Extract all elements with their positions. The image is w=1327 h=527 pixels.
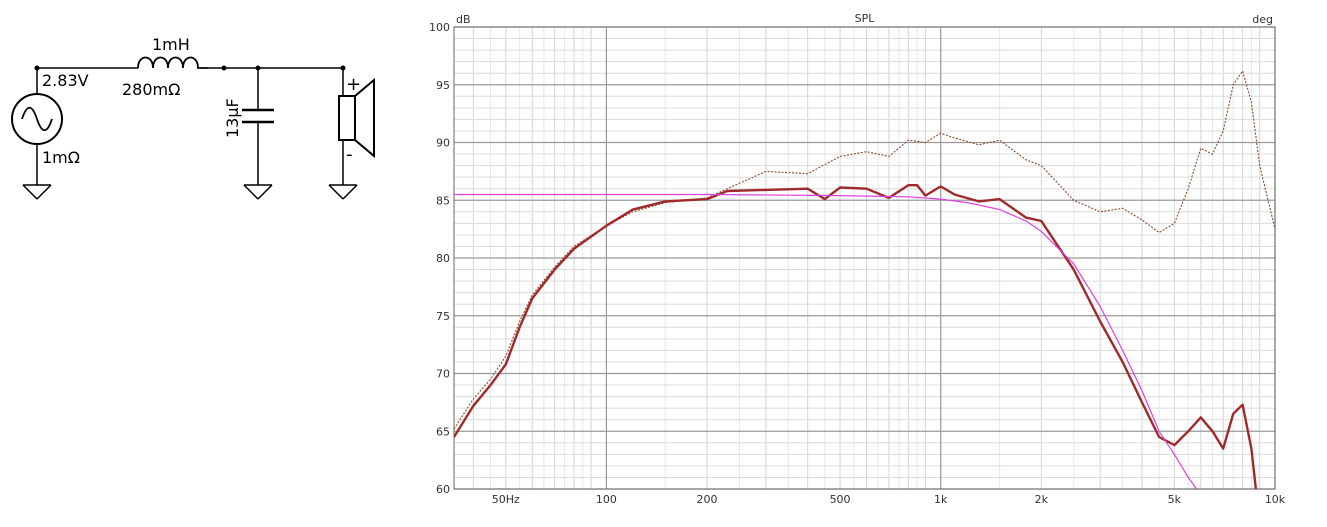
inductor-resistance-label: 280mΩ [122,80,180,99]
inductor-icon [137,56,208,69]
y-tick-label: 60 [436,483,450,496]
plot-frame [453,26,1276,490]
chart-title: SPL [855,12,876,25]
x-tick-label: 10k [1265,493,1286,506]
series-line-1 [454,70,1275,430]
y-tick-labels: 100 95 90 85 80 75 70 65 60 [429,21,450,496]
speaker-plus-label: + [346,74,361,95]
x-tick-label: 200 [697,493,718,506]
speaker-minus-label: - [346,144,353,165]
ac-source-icon [11,68,63,185]
x-tick-labels: 50Hz 100 200 500 1k 2k 5k 10k [492,493,1286,506]
y-tick-label: 90 [436,137,450,150]
series-layer [454,70,1275,489]
y-tick-label: 65 [436,425,450,438]
y2-axis-label: deg [1252,13,1273,26]
ground-icon [243,184,273,200]
series-line-3 [454,193,1198,489]
minor-grid [454,27,1275,489]
ground-icon [328,184,358,200]
y-tick-label: 100 [429,21,450,34]
speaker-icon [338,68,375,185]
y-axis-label: dB [456,13,471,26]
capacitor-value-label: 13µF [223,98,242,138]
inductor-value-label: 1mH [152,35,190,54]
crossover-schematic: 2.83V 1mΩ 1mH 280mΩ 13µF + - [11,35,375,200]
y-tick-label: 75 [436,310,450,323]
x-tick-label: 50Hz [492,493,520,506]
x-tick-label: 5k [1168,493,1182,506]
x-tick-label: 500 [830,493,851,506]
x-tick-label: 1k [934,493,948,506]
series-line-2 [454,184,1258,489]
y-tick-label: 95 [436,79,450,92]
y-tick-label: 85 [436,194,450,207]
ground-icon [22,184,52,200]
capacitor-icon [242,68,274,185]
source-voltage-label: 2.83V [42,71,89,90]
spl-chart: 100 95 90 85 80 75 70 65 60 50Hz 100 200 500 1k 2k 5k 1… [420,0,1325,527]
x-tick-label: 2k [1035,493,1049,506]
y-tick-label: 70 [436,368,450,381]
x-tick-label: 100 [596,493,617,506]
y-tick-label: 80 [436,252,450,265]
source-resistance-label: 1mΩ [42,148,80,167]
